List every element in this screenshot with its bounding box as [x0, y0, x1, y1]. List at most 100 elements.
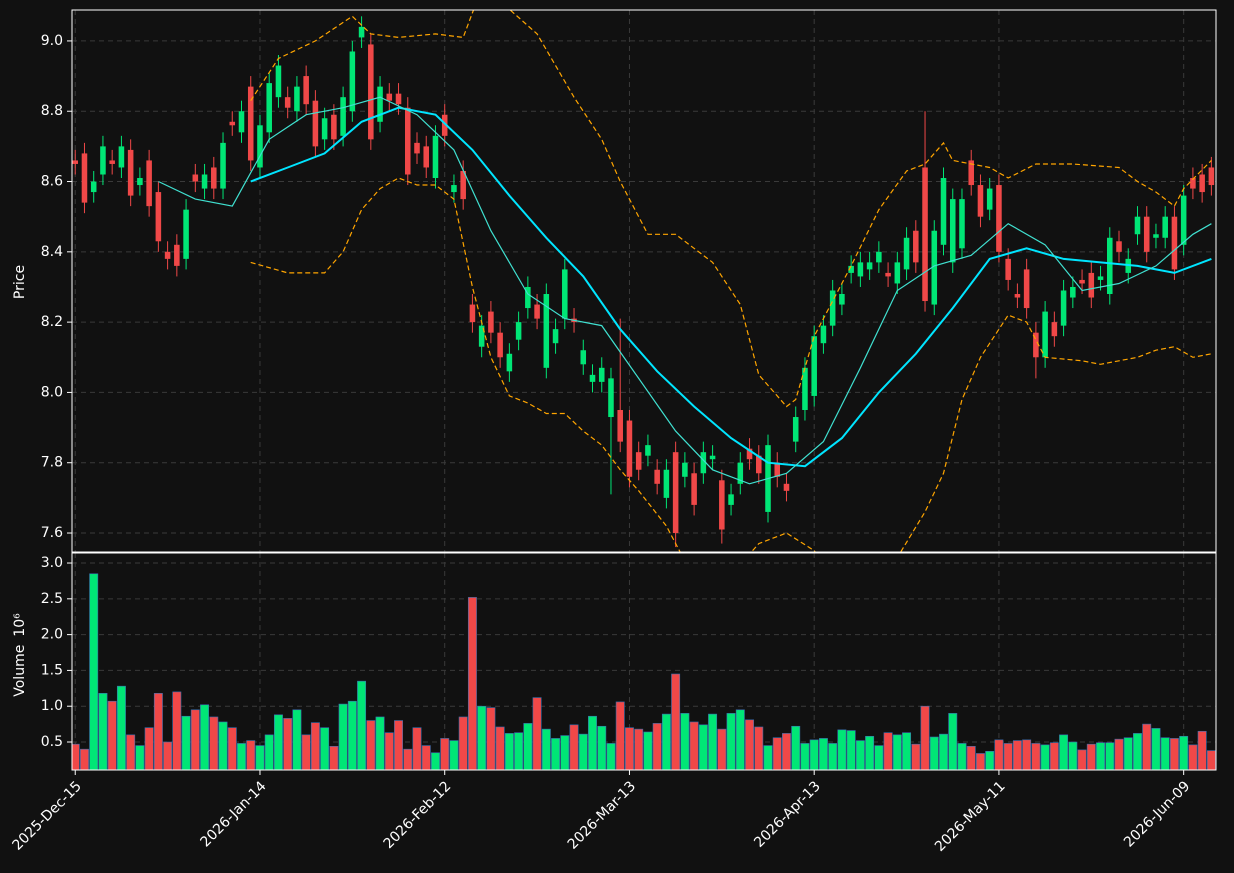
y-tick-label: 7.6 [41, 525, 63, 541]
volume-bar [523, 723, 533, 770]
volume-bar [1206, 750, 1216, 770]
volume-frame [71, 552, 1217, 771]
volume-bar [172, 691, 182, 770]
x-tick-label: 2026-May-11 [932, 778, 1009, 855]
volume-bar [1077, 749, 1087, 770]
candle-body [377, 86, 383, 122]
volume-bar [273, 714, 283, 770]
candle-body [284, 97, 291, 108]
candle-body [525, 286, 531, 309]
y-tick-label: 8.0 [41, 384, 63, 400]
volume-bar [1012, 740, 1022, 770]
candle-body [792, 417, 799, 442]
candle-body [1060, 290, 1067, 326]
candle-body [127, 149, 134, 196]
candle-body [1162, 216, 1168, 238]
candle-body [774, 462, 781, 477]
candle-body [617, 409, 623, 442]
volume-bar [403, 748, 413, 770]
volume-bar [1142, 723, 1152, 770]
candle-body [1005, 258, 1011, 280]
volume-bar [791, 725, 801, 770]
volume-bar [735, 709, 745, 770]
volume-bar [855, 740, 865, 770]
x-tick-label: 2026-Apr-13 [751, 778, 824, 851]
candle-body [497, 332, 503, 358]
volume-bar [1123, 737, 1133, 770]
candle-body [728, 494, 734, 505]
volume-bar [98, 693, 108, 770]
candle-body [626, 420, 633, 477]
candle-body [118, 146, 125, 168]
y-tick-label: 2.0 [41, 627, 63, 643]
volume-bar [1151, 728, 1161, 770]
candle-body [275, 65, 282, 98]
candle-body [211, 167, 217, 189]
volume-bar [366, 720, 376, 770]
volume-bar [1096, 742, 1105, 770]
volume-bar [320, 727, 330, 770]
volume-bar [1003, 743, 1013, 770]
candle-body [100, 146, 106, 175]
volume-bar [689, 721, 699, 770]
volume-bar [957, 743, 967, 770]
volume-bar [911, 743, 921, 770]
candle-body [1051, 322, 1058, 337]
volume-bar [116, 685, 126, 770]
volume-bar [920, 705, 930, 770]
candle-body [488, 311, 494, 333]
volume-bar [218, 721, 228, 770]
candle-body [654, 469, 660, 484]
volume-bar [495, 726, 505, 770]
volume-bar [449, 740, 459, 770]
candle-body [257, 125, 263, 168]
candle-body [1070, 286, 1076, 298]
candle-body [1171, 216, 1178, 270]
candle-body [201, 174, 208, 189]
overlay-line [250, 106, 1212, 468]
candle-body [1042, 311, 1048, 358]
volume-bar [551, 738, 561, 770]
candle-body [368, 44, 374, 140]
volume-bar [431, 752, 440, 770]
candle-body [959, 199, 965, 249]
overlay-line [250, 10, 1212, 408]
volume-bar [458, 716, 468, 770]
volume-bar [237, 743, 246, 770]
volume-bar [865, 735, 875, 770]
volume-bar [514, 732, 524, 770]
volume-bar [994, 739, 1004, 770]
volume-bar [107, 700, 117, 770]
volume-bar [892, 734, 902, 770]
y-tick-label: 2.5 [41, 591, 63, 607]
candle-body [931, 230, 938, 305]
volume-bar [661, 713, 671, 770]
volume-bar [902, 732, 912, 770]
volume-bar [837, 729, 847, 770]
candle-body [1143, 216, 1150, 252]
volume-bar [89, 573, 99, 770]
y-tick-label: 1.0 [41, 698, 63, 714]
candle-body [608, 378, 614, 418]
volume-bar [347, 700, 357, 770]
y-tick-label: 8.6 [41, 174, 63, 190]
candle-body [358, 26, 365, 38]
candle-body [663, 469, 670, 498]
volume-label: Volume [12, 645, 28, 697]
volume-bar [772, 737, 782, 770]
overlay-line [158, 96, 1212, 485]
volume-bar [1086, 743, 1096, 770]
candle-body [829, 290, 836, 326]
volume-bar [643, 731, 653, 770]
candle-body [321, 118, 328, 140]
candle-body [247, 86, 254, 161]
volume-bar [1049, 742, 1059, 770]
candle-body [1097, 276, 1104, 280]
candle-body [404, 107, 411, 175]
candle-body [1107, 237, 1113, 295]
volume-bar [966, 746, 976, 770]
candle-body [589, 374, 596, 382]
candle-body [1180, 195, 1187, 245]
volume-bar [486, 707, 496, 770]
